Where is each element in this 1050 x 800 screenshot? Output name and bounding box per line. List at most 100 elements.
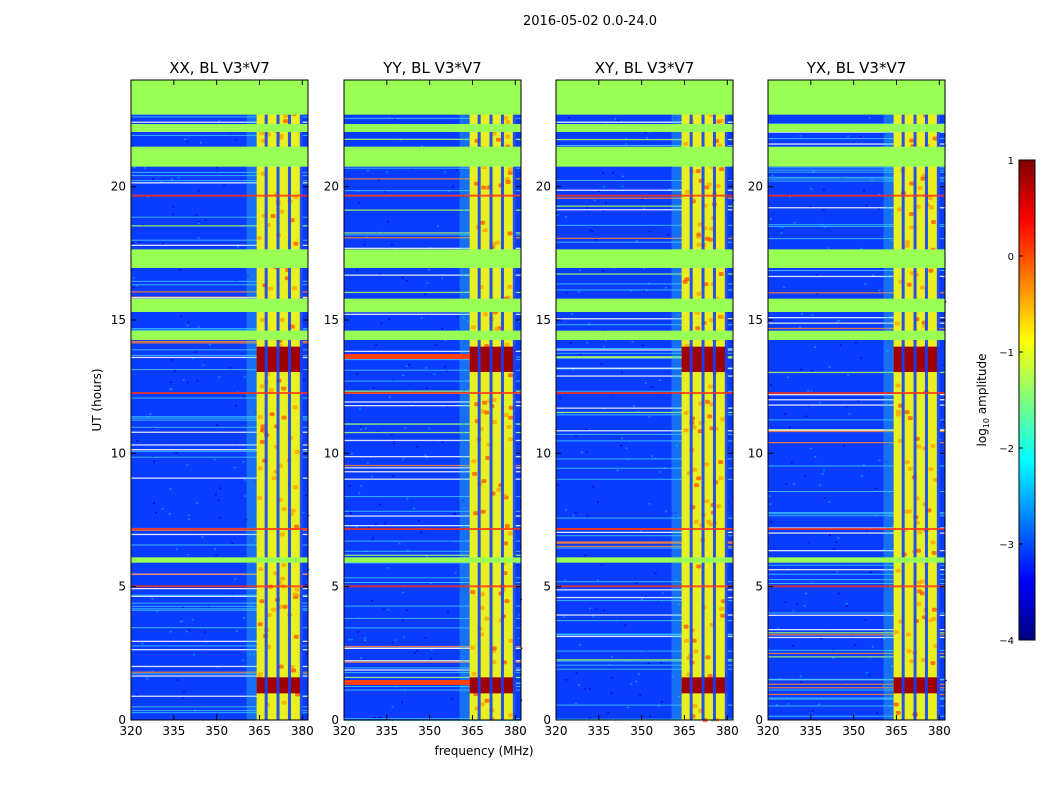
flagged-range [131, 298, 308, 312]
emission-blob [482, 400, 488, 405]
emission-blob [256, 236, 262, 241]
y-tick-label: 5 [755, 580, 763, 594]
noise-speck [819, 484, 822, 486]
noise-speck [406, 280, 409, 282]
rfi-streak [556, 541, 733, 543]
noise-speck [200, 142, 202, 144]
noise-speck [364, 637, 367, 639]
rfi-streak [768, 399, 945, 401]
rfi-streak [344, 117, 521, 119]
rfi-streak [556, 197, 733, 199]
emission-blob [693, 519, 699, 524]
channel-gap [924, 80, 928, 720]
emission-blob [260, 424, 266, 429]
noise-speck [648, 230, 651, 233]
noise-speck [564, 580, 567, 582]
rfi-streak [556, 596, 733, 599]
noise-speck [800, 368, 803, 371]
emission-blob [491, 420, 497, 424]
noise-speck [818, 703, 820, 705]
emission-blob [694, 483, 700, 488]
x-tick-label: 365 [461, 724, 484, 738]
noise-speck [246, 556, 249, 558]
emission-blob [907, 416, 913, 421]
noise-speck [161, 507, 164, 510]
rfi-streak [556, 390, 733, 392]
rfi-streak [556, 668, 733, 670]
y-tick-label: 15 [536, 313, 551, 327]
rfi-streak [556, 324, 733, 326]
noise-speck [214, 494, 217, 496]
channel-gap [701, 80, 705, 720]
noise-speck [364, 639, 366, 641]
noise-speck [136, 694, 139, 696]
rfi-streak [768, 292, 945, 294]
rfi-streak [131, 588, 308, 590]
noise-speck [574, 434, 577, 437]
noise-speck [768, 396, 771, 399]
noise-speck [169, 488, 172, 490]
noise-speck [800, 681, 803, 684]
noise-speck [611, 656, 613, 658]
rfi-streak [131, 645, 308, 647]
rfi-streak [556, 273, 733, 275]
emission-blob [471, 672, 477, 676]
rfi-streak [556, 547, 733, 549]
noise-speck [828, 366, 831, 368]
flagged-range [768, 330, 945, 340]
noise-speck [939, 438, 942, 441]
noise-speck [821, 472, 824, 475]
emission-blob [707, 414, 713, 419]
emission-blob [281, 415, 287, 420]
noise-speck [631, 341, 634, 343]
noise-speck [857, 400, 860, 402]
noise-speck [434, 344, 437, 346]
noise-speck [807, 405, 810, 407]
noise-speck [391, 706, 394, 708]
noise-speck [216, 713, 219, 715]
emission-blob [281, 700, 287, 705]
noise-speck [185, 630, 188, 633]
noise-speck [420, 531, 422, 534]
noise-speck [187, 514, 190, 516]
noise-speck [822, 188, 825, 191]
noise-speck [424, 454, 427, 456]
noise-speck [441, 277, 444, 280]
noise-speck [878, 289, 881, 292]
noise-speck [131, 145, 134, 147]
emission-blob [931, 607, 937, 612]
noise-speck [428, 427, 431, 430]
noise-speck [243, 617, 245, 619]
flagged-range [344, 146, 521, 167]
axes-frame [767, 79, 946, 721]
noise-speck [249, 653, 252, 655]
emission-blob [715, 184, 721, 189]
y-tick-label: 20 [748, 180, 763, 194]
rfi-streak [131, 329, 308, 331]
rfi-streak [344, 582, 521, 583]
noise-speck [809, 447, 812, 450]
noise-speck [671, 675, 674, 678]
noise-speck [372, 387, 375, 389]
rfi-streak [344, 577, 521, 579]
emission-blob [895, 383, 901, 388]
emission-blob [719, 167, 725, 172]
rfi-streak [131, 665, 308, 668]
rfi-streak [131, 416, 308, 418]
noise-speck [792, 645, 795, 647]
noise-speck [146, 677, 149, 680]
noise-speck [446, 370, 448, 372]
rfi-streak [768, 649, 945, 651]
rfi-line [344, 585, 521, 588]
noise-speck [612, 172, 614, 174]
noise-speck [132, 242, 134, 245]
rfi-streak [344, 676, 521, 679]
panel-title: YY, BL V3*V7 [382, 59, 481, 77]
noise-speck [674, 580, 677, 582]
emission-blob [904, 410, 910, 415]
noise-speck [197, 237, 200, 239]
emission-blob [257, 415, 263, 420]
noise-speck [515, 525, 518, 528]
noise-speck [882, 685, 885, 687]
noise-speck [383, 190, 386, 193]
